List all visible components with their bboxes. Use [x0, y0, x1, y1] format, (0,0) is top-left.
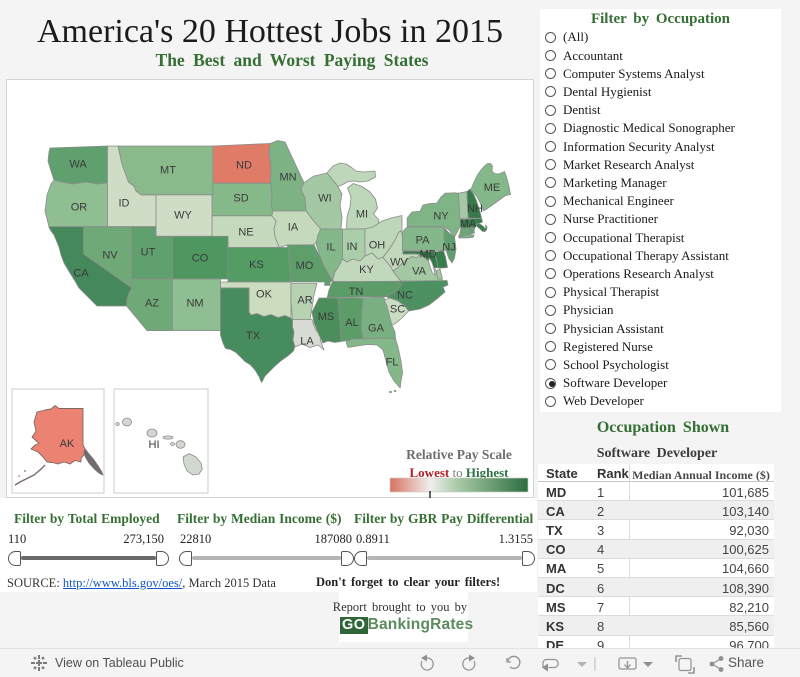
- svg-text:KS: KS: [249, 259, 264, 271]
- svg-text:TX: TX: [246, 330, 261, 342]
- svg-text:AR: AR: [297, 295, 312, 307]
- svg-text:ND: ND: [236, 160, 252, 172]
- svg-text:LA: LA: [300, 336, 314, 348]
- svg-text:IA: IA: [288, 222, 299, 234]
- svg-text:IN: IN: [347, 241, 358, 253]
- svg-text:MI: MI: [356, 209, 368, 221]
- svg-text:AK: AK: [60, 438, 75, 450]
- svg-text:WI: WI: [318, 193, 331, 205]
- svg-text:MD: MD: [419, 249, 436, 261]
- svg-text:PA: PA: [416, 235, 431, 247]
- svg-text:FL: FL: [386, 357, 399, 369]
- svg-text:GA: GA: [368, 323, 385, 335]
- svg-text:Relative Pay Scale: Relative Pay Scale: [406, 447, 512, 462]
- svg-text:NM: NM: [186, 298, 203, 310]
- svg-text:MO: MO: [296, 260, 314, 272]
- svg-text:MA: MA: [460, 218, 477, 230]
- svg-text:VA: VA: [412, 266, 427, 278]
- svg-text:TN: TN: [349, 286, 364, 298]
- svg-text:SC: SC: [390, 304, 405, 316]
- svg-text:ME: ME: [484, 182, 501, 194]
- svg-text:WY: WY: [174, 210, 192, 222]
- svg-text:CO: CO: [192, 253, 209, 265]
- svg-text:HI: HI: [149, 439, 160, 451]
- svg-text:NC: NC: [397, 290, 413, 302]
- svg-text:WA: WA: [69, 159, 87, 171]
- svg-text:AL: AL: [345, 317, 358, 329]
- svg-text:OH: OH: [369, 240, 386, 252]
- svg-text:NE: NE: [238, 227, 253, 239]
- svg-text:CA: CA: [73, 268, 89, 280]
- svg-text:ID: ID: [119, 198, 130, 210]
- svg-text:OR: OR: [71, 202, 88, 214]
- svg-text:MS: MS: [318, 311, 335, 323]
- svg-text:IL: IL: [326, 242, 335, 254]
- svg-text:MN: MN: [279, 172, 296, 184]
- svg-text:WV: WV: [390, 257, 408, 269]
- svg-text:NJ: NJ: [442, 242, 455, 254]
- svg-text:AZ: AZ: [145, 298, 159, 310]
- svg-text:OK: OK: [256, 289, 273, 301]
- svg-text:UT: UT: [141, 247, 156, 259]
- svg-text:Lowest to Highest: Lowest to Highest: [410, 465, 510, 480]
- svg-text:NH: NH: [467, 203, 483, 215]
- svg-text:NV: NV: [102, 250, 118, 262]
- svg-text:MT: MT: [160, 165, 176, 177]
- svg-text:KY: KY: [359, 264, 374, 276]
- svg-text:SD: SD: [233, 193, 248, 205]
- svg-text:NY: NY: [433, 211, 449, 223]
